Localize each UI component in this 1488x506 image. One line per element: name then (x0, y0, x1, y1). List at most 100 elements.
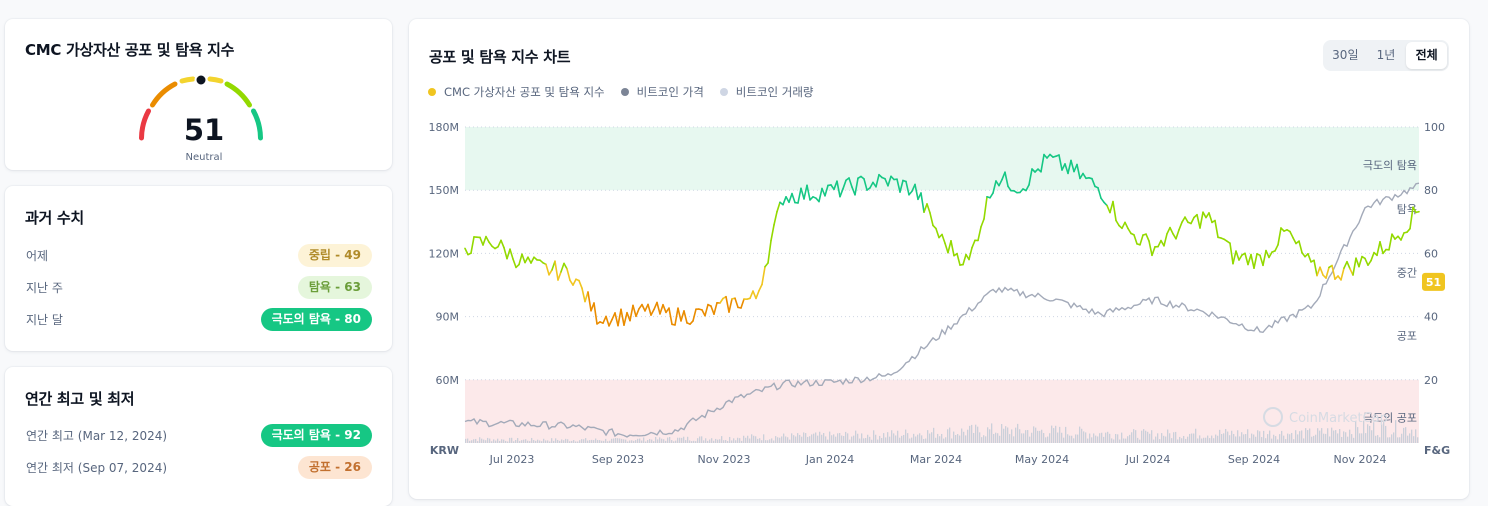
fng-line-segment (545, 263, 550, 276)
volume-bar (1227, 431, 1229, 443)
fng-line-segment (656, 301, 661, 315)
volume-bar (1073, 438, 1075, 443)
volume-bar (767, 440, 769, 443)
fng-line-segment (1265, 249, 1270, 259)
volume-bar (721, 436, 723, 443)
volume-bar (1303, 438, 1305, 443)
volume-bar (1149, 433, 1151, 443)
range-30d-button[interactable]: 30일 (1332, 48, 1359, 62)
watermark-text: CoinMarketCap (1289, 411, 1388, 426)
fng-line-segment (1100, 197, 1105, 204)
volume-bar (755, 436, 757, 443)
gauge-value: 51 (183, 113, 225, 147)
volume-bar (875, 434, 877, 443)
fng-line-segment (1229, 242, 1234, 265)
fng-line-segment (1082, 172, 1087, 180)
fng-line-segment (1190, 216, 1195, 225)
volume-bar (711, 438, 713, 443)
volume-bar (541, 441, 543, 443)
fng-line-segment (935, 227, 940, 239)
legend-volume[interactable]: 비트코인 거래량 (719, 84, 814, 100)
history-row-last-month: 지난 달 극도의 탐욕 - 80 (26, 307, 372, 331)
fng-line-segment (1025, 184, 1030, 192)
fear-greed-chart[interactable]: 180M 150M 120M 90M 60M KRW 100 80 60 40 20 F&G 극도의 탐… (409, 19, 1469, 499)
volume-bar (985, 436, 987, 443)
fng-line-segment (1313, 259, 1318, 277)
fng-line-segment (950, 240, 955, 257)
fng-line-segment (725, 295, 730, 313)
legend-volume-label: 비트코인 거래량 (735, 85, 814, 99)
volume-bar (1309, 428, 1311, 443)
volume-bar (1003, 428, 1005, 443)
volume-bar (827, 439, 829, 443)
fng-line-segment (527, 256, 532, 264)
fng-line-segment (563, 262, 568, 270)
volume-bar (1401, 433, 1403, 443)
volume-bar (1293, 439, 1295, 443)
volume-bar (1321, 428, 1323, 443)
coinmarketcap-logo-icon (1263, 407, 1283, 427)
gauge-arc-extreme-greed (251, 108, 263, 141)
volume-bar (1059, 426, 1061, 443)
volume-bar (465, 438, 467, 443)
volume-bar (1067, 434, 1069, 443)
volume-bar (1339, 429, 1341, 443)
fng-line-segment (1382, 248, 1387, 255)
volume-bar (1213, 438, 1215, 443)
volume-bar (1103, 436, 1105, 443)
volume-bar (1403, 427, 1405, 443)
volume-bar (1237, 430, 1239, 443)
volume-bar (529, 441, 531, 443)
fng-line-segment (500, 239, 505, 249)
volume-bar (685, 440, 687, 443)
volume-bar (595, 438, 597, 443)
volume-bar (911, 437, 913, 443)
volume-bar (859, 438, 861, 443)
volume-bar (587, 440, 589, 443)
volume-bar (1167, 429, 1169, 443)
volume-bar (1179, 436, 1181, 443)
volume-bar (665, 440, 667, 443)
volume-bar (603, 440, 605, 443)
history-row-yesterday: 어제 중립 - 49 (26, 243, 372, 267)
fng-line-segment (971, 239, 976, 249)
volume-bar (925, 438, 927, 443)
volume-bar (837, 433, 839, 443)
range-all-button[interactable]: 전체 (1406, 42, 1448, 69)
fng-line-segment (1097, 187, 1102, 199)
volume-bar (731, 440, 733, 443)
fng-line-segment (662, 303, 667, 314)
volume-bar (741, 440, 743, 443)
volume-bar (1069, 435, 1071, 443)
volume-bar (677, 437, 679, 443)
fng-line-segment (554, 260, 559, 281)
range-1y-button[interactable]: 1년 (1376, 48, 1396, 62)
volume-bar (749, 438, 751, 443)
volume-bar (1415, 429, 1417, 443)
yearly-row-low: 연간 최저 (Sep 07, 2024) 공포 - 26 (26, 455, 372, 479)
volume-bar (1255, 436, 1257, 443)
volume-bar (795, 436, 797, 443)
volume-bar (689, 440, 691, 443)
volume-bar (1379, 437, 1381, 443)
volume-bar (1367, 424, 1369, 443)
fng-line-segment (506, 248, 511, 260)
volume-bar (1153, 439, 1155, 443)
range-toggle: 30일 1년 전체 (1323, 40, 1449, 71)
fng-line-segment (620, 308, 625, 327)
volume-bar (885, 437, 887, 443)
volume-bar (647, 440, 649, 443)
fng-line-segment (479, 236, 484, 246)
volume-bar (891, 430, 893, 443)
volume-bar (1181, 438, 1183, 443)
gauge-label: Neutral (185, 152, 223, 163)
volume-bar (923, 438, 925, 443)
volume-bar (1131, 432, 1133, 443)
legend-price[interactable]: 비트코인 가격 (620, 84, 704, 100)
x-axis-tick: Jul 2023 (489, 453, 535, 466)
gauge-arc-neutral (179, 76, 196, 84)
volume-bar (1085, 432, 1087, 443)
zone-label: 극도의 탐욕 (1363, 159, 1417, 172)
volume-bar (847, 433, 849, 443)
legend-fng[interactable]: CMC 가상자산 공포 및 탐욕 지수 (428, 84, 605, 100)
